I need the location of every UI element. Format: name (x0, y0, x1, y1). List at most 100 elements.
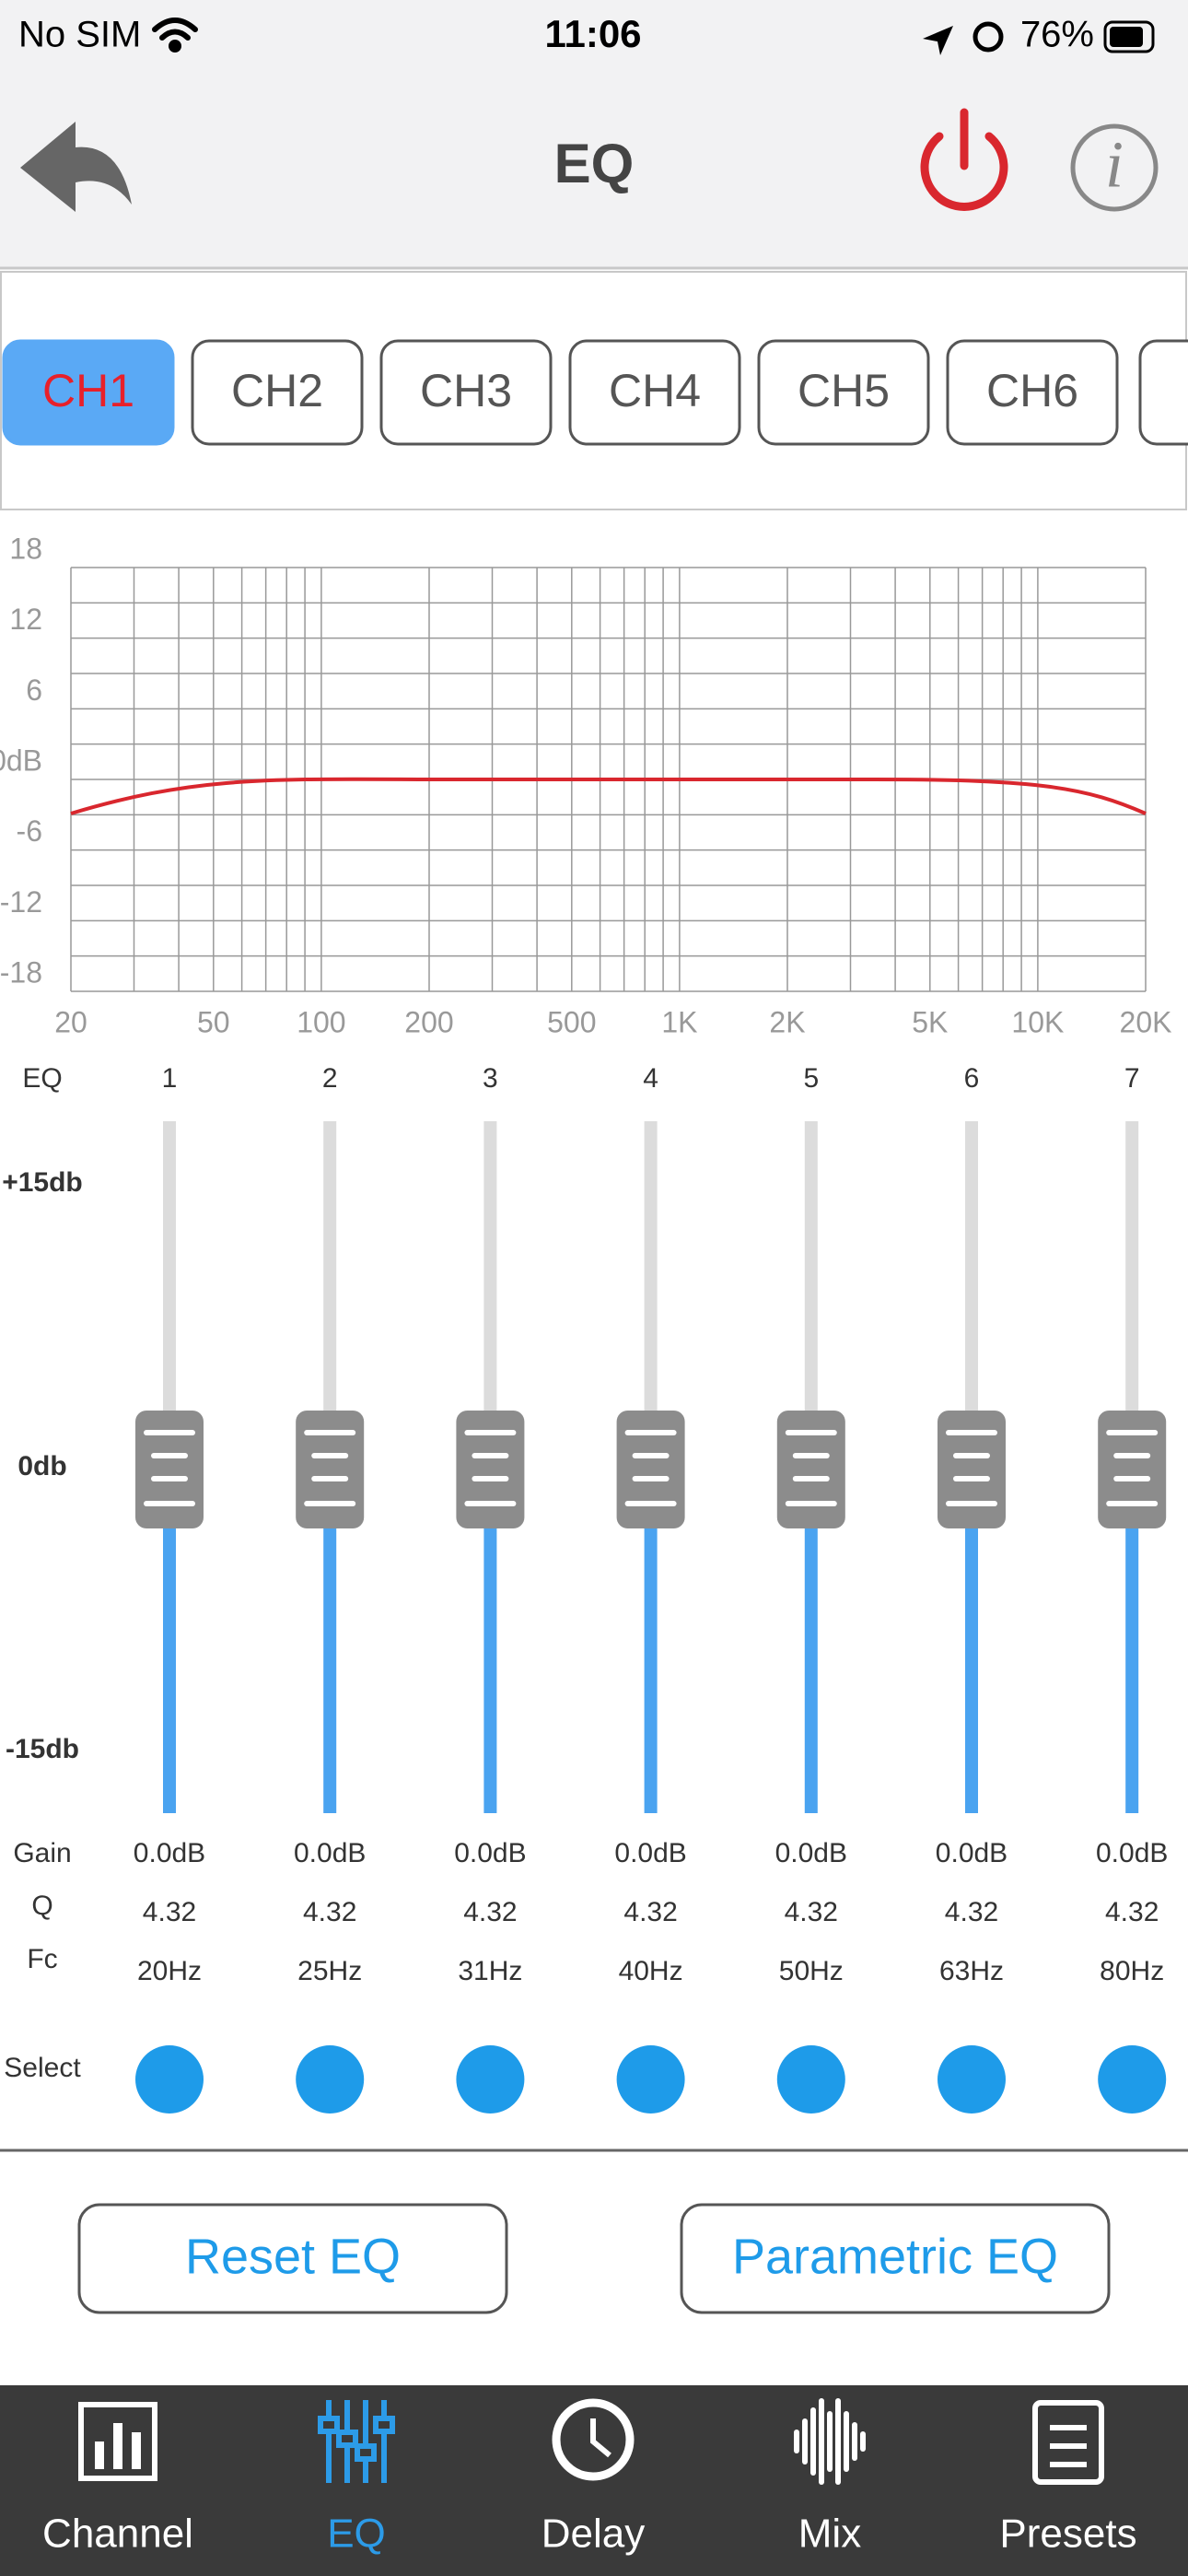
slider-thumb-groove (464, 1430, 517, 1435)
band-number: 7 (1124, 1063, 1140, 1094)
slider-thumb-groove (792, 1453, 830, 1458)
fc-value: 31Hz (458, 1956, 522, 1986)
band-number: 4 (643, 1063, 658, 1094)
action-label: Reset EQ (185, 2229, 401, 2284)
tab-label: Delay (542, 2512, 646, 2557)
slider-thumb[interactable] (776, 1411, 845, 1528)
select-button[interactable] (776, 2045, 845, 2113)
action-button[interactable] (77, 2203, 508, 2314)
slider-thumb-groove (472, 1453, 509, 1458)
q-value: 4.32 (143, 1897, 196, 1927)
x-tick-label: 1K (661, 1005, 697, 1038)
slider-thumb[interactable] (616, 1411, 685, 1528)
slider-track-lower (965, 1471, 978, 1813)
slider-thumb-groove (311, 1476, 349, 1481)
gain-scale-label: -15db (6, 1734, 79, 1764)
icon-hands (590, 2418, 611, 2458)
q-value: 4.32 (303, 1897, 356, 1927)
channel-button[interactable] (757, 339, 930, 446)
tab-icon[interactable] (552, 2398, 635, 2481)
gain-value: 0.0dB (775, 1838, 847, 1868)
svg-text:i: i (1105, 128, 1124, 202)
q-value: 4.32 (1105, 1897, 1159, 1927)
channel-buttons: CH1 CH2 CH3 CH4 CH5 CH6 (2, 339, 1188, 446)
q-value: 4.32 (785, 1897, 838, 1927)
icon-frame (78, 2402, 157, 2481)
slider-thumb-groove (311, 1453, 349, 1458)
channel-button[interactable] (568, 339, 741, 446)
slider-thumb-groove (304, 1501, 356, 1506)
band-number: 2 (322, 1063, 338, 1094)
slider-thumb-groove (953, 1476, 990, 1481)
channel-button[interactable] (946, 339, 1119, 446)
select-button[interactable] (616, 2045, 685, 2113)
slider-track-lower (644, 1471, 658, 1813)
channel-label: CH5 (798, 365, 890, 416)
slider-thumb-body (616, 1411, 685, 1528)
slider-track-upper (644, 1121, 658, 1471)
power-button[interactable] (920, 108, 1008, 211)
select-button[interactable] (938, 2045, 1006, 2113)
slider-thumb-body (135, 1411, 204, 1528)
eq-bands: EQ+15db0db-15dbGainQFcSelect10.0dB4.3220… (2, 1063, 1168, 2113)
row-label: Fc (27, 1944, 57, 1974)
slider-thumb[interactable] (296, 1411, 365, 1528)
slider-thumb-groove (953, 1453, 990, 1458)
slider-thumb-groove (1106, 1430, 1159, 1435)
tab-icon[interactable] (78, 2402, 157, 2481)
channel-button[interactable] (379, 339, 553, 446)
gain-value: 0.0dB (1096, 1838, 1168, 1868)
icon-bar (132, 2432, 141, 2469)
select-button[interactable] (296, 2045, 365, 2113)
y-tick-label: -6 (17, 814, 42, 848)
slider-thumb[interactable] (938, 1411, 1006, 1528)
select-button[interactable] (456, 2045, 525, 2113)
y-tick-label: 12 (9, 603, 42, 636)
gain-scale-label: +15db (2, 1167, 83, 1198)
y-tick-label: 18 (9, 532, 42, 565)
slider-thumb-groove (946, 1501, 997, 1506)
icon-doc (1032, 2400, 1104, 2485)
tab-icon[interactable] (318, 2400, 395, 2483)
slider-thumb-groove (1113, 1453, 1151, 1458)
channel-button[interactable] (2, 339, 175, 446)
action-button[interactable] (680, 2203, 1111, 2314)
eq-graph: 20 50 100 200 500 1K 2K 5K 10K 20K 18 12 6 0dB -6 -12 -1… (0, 532, 1171, 1038)
slider-thumb-body (776, 1411, 845, 1528)
tab-label: Mix (798, 2512, 861, 2557)
slider-thumb[interactable] (1098, 1411, 1167, 1528)
select-button[interactable] (135, 2045, 204, 2113)
slider-track-lower (163, 1471, 176, 1813)
select-button[interactable] (1098, 2045, 1167, 2113)
back-button[interactable] (20, 122, 132, 212)
q-value: 4.32 (623, 1897, 677, 1927)
band-number: 5 (803, 1063, 819, 1094)
slider-thumb-groove (624, 1501, 677, 1506)
slider-thumb-groove (946, 1430, 997, 1435)
tab-bar (0, 2385, 1188, 2576)
x-tick-label: 10K (1011, 1005, 1064, 1038)
slider-track-lower (804, 1471, 818, 1813)
info-button[interactable]: i (1070, 123, 1159, 212)
slider-thumb-body (296, 1411, 365, 1528)
tab-icon[interactable] (1032, 2400, 1104, 2485)
band-number: 6 (964, 1063, 980, 1094)
slider-thumb-groove (151, 1476, 188, 1481)
x-tick-label: 100 (297, 1005, 345, 1038)
fc-value: 50Hz (779, 1956, 844, 1986)
channel-button[interactable] (191, 339, 364, 446)
slider-track-upper (483, 1121, 497, 1471)
slider-thumb[interactable] (135, 1411, 204, 1528)
slider-thumb-groove (144, 1501, 195, 1506)
channel-button[interactable] (1138, 339, 1188, 446)
row-label: Q (31, 1891, 52, 1921)
slider-thumb[interactable] (456, 1411, 525, 1528)
tab-items: Channel EQ Delay Mix Presets (42, 2398, 1137, 2557)
y-tick-label: -12 (0, 885, 42, 919)
tab-icon[interactable] (794, 2398, 866, 2485)
header-title: EQ (554, 133, 635, 194)
x-tick-label: 20K (1120, 1005, 1172, 1038)
gain-value: 0.0dB (294, 1838, 366, 1868)
slider-thumb-body (456, 1411, 525, 1528)
slider-track-upper (323, 1121, 337, 1471)
